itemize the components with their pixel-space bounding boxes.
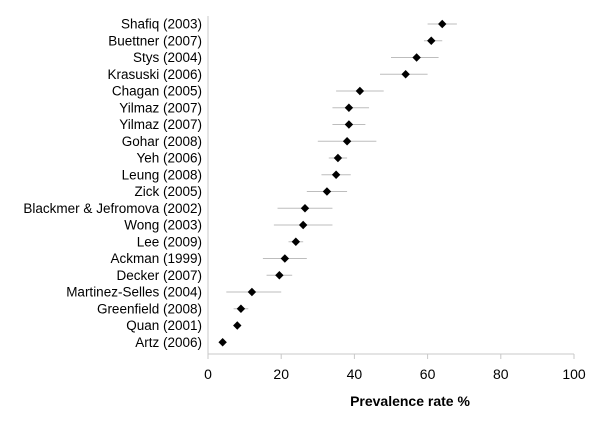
point-estimate-marker (342, 137, 352, 146)
x-tick-label: 80 (493, 366, 509, 382)
x-tick-label: 20 (273, 366, 289, 382)
point-estimate-marker (275, 271, 284, 280)
study-label: Wong (2003) (124, 218, 202, 233)
point-estimate-marker (412, 53, 421, 62)
point-estimate-marker (236, 304, 246, 313)
point-estimate-marker (355, 86, 365, 96)
study-label: Zick (2005) (134, 184, 202, 199)
study-label: Yilmaz (2007) (119, 117, 202, 132)
point-estimate-marker (427, 36, 436, 45)
point-estimate-marker (291, 237, 301, 246)
study-label: Leung (2008) (122, 167, 202, 182)
study-label: Greenfield (2008) (97, 301, 202, 316)
plot-area (207, 16, 457, 354)
study-label: Chagan (2005) (112, 84, 202, 99)
study-label: Lee (2009) (137, 234, 202, 249)
study-labels: Shafiq (2003)Buettner (2007) Stys (2004) K… (23, 17, 202, 350)
study-label: Gohar (2008) (122, 134, 202, 149)
point-estimate-marker (438, 19, 447, 29)
study-label: Stys (2004) (133, 50, 202, 65)
study-label: Yeh (2006) (136, 151, 202, 166)
x-tick-label: 0 (204, 366, 212, 382)
study-label: Buettner (2007) (108, 33, 202, 48)
study-label: Artz (2006) (135, 335, 202, 350)
point-estimate-marker (300, 204, 310, 213)
point-estimate-marker (333, 153, 343, 163)
point-estimate-marker (280, 254, 290, 263)
study-label: Blackmer & Jefromova (2002) (23, 201, 202, 216)
point-estimate-marker (233, 321, 242, 330)
x-axis-title: Prevalence rate % (350, 393, 470, 409)
point-estimate-marker (344, 120, 354, 129)
study-label: Ackman (1999) (110, 251, 202, 266)
study-label: Quan (2001) (126, 318, 202, 333)
study-label: Shafiq (2003) (121, 17, 202, 32)
point-estimate-marker (218, 338, 227, 347)
x-tick-label: 100 (562, 366, 586, 382)
x-tick-label: 60 (420, 366, 436, 382)
point-estimate-marker (401, 70, 410, 79)
x-tick-label: 40 (347, 366, 363, 382)
study-label: Yilmaz (2007) (119, 100, 202, 115)
point-estimate-marker (322, 187, 332, 196)
study-label: Krasuski (2006) (107, 67, 202, 82)
study-label: Decker (2007) (116, 268, 202, 283)
point-estimate-marker (331, 170, 341, 179)
point-estimate-marker (344, 103, 354, 112)
point-estimate-marker (298, 220, 308, 230)
x-axis: 0 20 40 60 80 100 (204, 353, 586, 382)
point-estimate-marker (247, 287, 257, 297)
study-label: Martinez-Selles (2004) (66, 285, 202, 300)
